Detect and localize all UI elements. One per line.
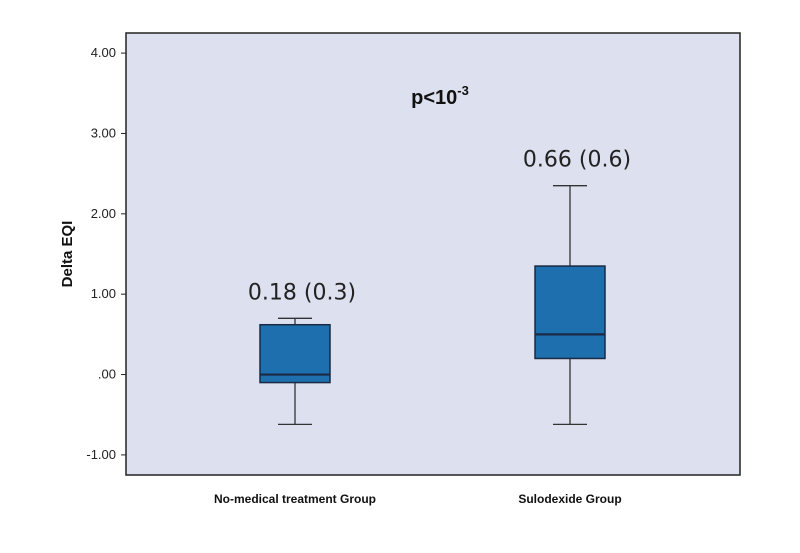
- y-tick-label: 2.00: [91, 206, 116, 221]
- plot-area: [125, 32, 741, 476]
- y-axis: 4.00 3.00 2.00 1.00 .00 -1.00: [86, 45, 126, 462]
- box-annotation: 0.66 (0.6): [523, 148, 631, 173]
- x-category-label: Sulodexide Group: [518, 492, 621, 506]
- y-tick-label: .00: [98, 367, 116, 382]
- box-annotation: 0.18 (0.3): [248, 280, 356, 305]
- significance-prefix: p<10: [411, 87, 457, 109]
- box-1: 0.18 (0.3): [248, 280, 356, 426]
- iqr-box: [259, 323, 331, 384]
- box-2: 0.66 (0.6): [523, 148, 631, 426]
- significance-label: p<10-3: [411, 83, 469, 109]
- iqr-box: [534, 265, 606, 360]
- y-tick-label: 4.00: [91, 45, 116, 60]
- y-tick-label: 3.00: [91, 125, 116, 140]
- significance-exponent: -3: [457, 83, 469, 98]
- y-axis-label: Delta EQI: [59, 221, 76, 288]
- category-labels: No-medical treatment Group Sulodexide Gro…: [214, 492, 622, 506]
- x-category-label: No-medical treatment Group: [214, 492, 376, 506]
- y-tick-label: 1.00: [91, 286, 116, 301]
- y-tick-label: -1.00: [86, 447, 116, 462]
- boxes-group: 0.18 (0.3) 0.66 (0.6): [248, 148, 631, 426]
